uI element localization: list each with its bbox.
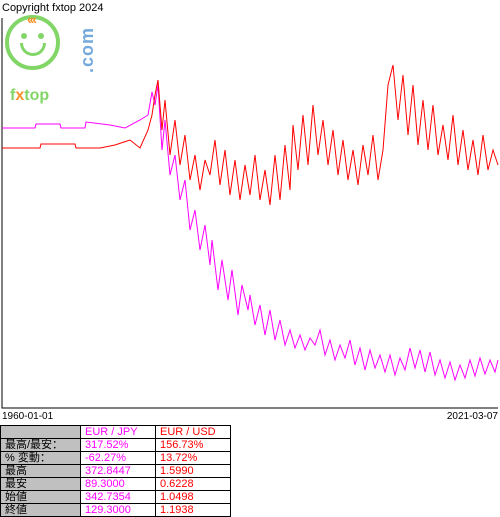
cell-eurusd: 156.73%: [156, 439, 231, 452]
cell-eurjpy: 317.52%: [81, 439, 156, 452]
table-row: 最安89.30000.6228: [1, 478, 231, 491]
cell-eurusd: 0.6228: [156, 478, 231, 491]
row-label: 最安: [1, 478, 81, 491]
cell-eurjpy: -62.27%: [81, 452, 156, 465]
row-label: 最高: [1, 465, 81, 478]
stats-table: EUR / JPYEUR / USD最高/最安：317.52%156.73%% …: [0, 425, 231, 517]
x-axis-start-label: 1960-01-01: [2, 411, 53, 422]
series-eur-usd: [2, 65, 498, 205]
cell-eurusd: 1.1938: [156, 504, 231, 517]
row-label: 最高/最安：: [1, 439, 81, 452]
table-row: 終値129.30001.1938: [1, 504, 231, 517]
cell-eurusd: 1.5990: [156, 465, 231, 478]
row-label: % 変動：: [1, 452, 81, 465]
cell-eurjpy: 372.8447: [81, 465, 156, 478]
table-row: 最高/最安：317.52%156.73%: [1, 439, 231, 452]
chart-axis: [2, 18, 498, 408]
table-row: % 変動：-62.27%13.72%: [1, 452, 231, 465]
series-eur-jpy: [2, 85, 498, 380]
cell-eurjpy: 129.3000: [81, 504, 156, 517]
table-row: EUR / JPYEUR / USD: [1, 426, 231, 439]
cell-eurjpy: 342.7354: [81, 491, 156, 504]
cell-eurusd: EUR / USD: [156, 426, 231, 439]
cell-eurusd: 1.0498: [156, 491, 231, 504]
copyright-text: Copyright fxtop 2024: [2, 2, 104, 14]
row-label: 終値: [1, 504, 81, 517]
cell-eurjpy: EUR / JPY: [81, 426, 156, 439]
fx-line-chart: [0, 0, 500, 410]
watermark-logo: ‹‹‹ fxtop .com: [5, 15, 60, 70]
row-label: 始値: [1, 491, 81, 504]
row-label: [1, 426, 81, 439]
cell-eurjpy: 89.3000: [81, 478, 156, 491]
table-row: 最高372.84471.5990: [1, 465, 231, 478]
cell-eurusd: 13.72%: [156, 452, 231, 465]
table-row: 始値342.73541.0498: [1, 491, 231, 504]
x-axis-end-label: 2021-03-07: [447, 411, 498, 422]
